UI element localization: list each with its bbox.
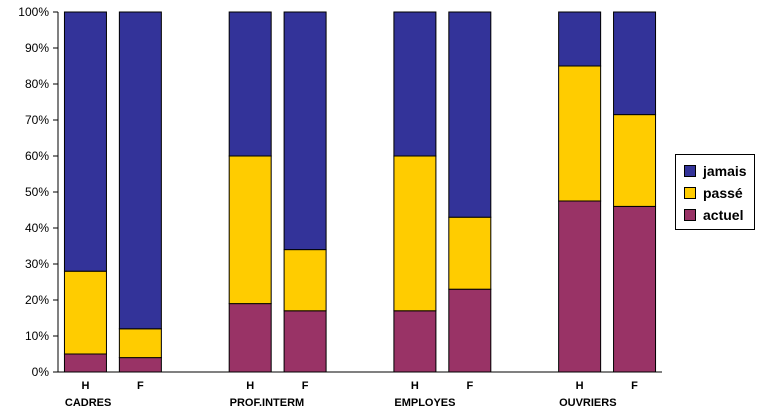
group-label: CADRES xyxy=(65,397,111,409)
y-tick-label: 10% xyxy=(25,329,49,343)
bar-segment-actuel xyxy=(613,205,657,373)
legend-label-passe: passé xyxy=(703,185,743,201)
y-tick-label: 0% xyxy=(32,365,50,379)
legend-item-passe: passé xyxy=(684,183,743,203)
bar-segment-jamais xyxy=(63,11,107,272)
legend-swatch-passe xyxy=(684,187,696,199)
bar-segment-jamais xyxy=(118,11,162,330)
axes xyxy=(57,12,662,373)
bar-segment-passe xyxy=(448,216,492,290)
y-axis-ticks: 0% 10% 20% 30% 40% 50% 60% 70% 80% 90% 100% xyxy=(18,5,58,379)
legend: jamais passé actuel xyxy=(675,154,755,230)
group-label: EMPLOYES xyxy=(394,397,455,409)
bar-label: H xyxy=(411,380,419,392)
bar-segment-actuel xyxy=(283,310,327,373)
bar-segment-jamais xyxy=(228,11,272,157)
legend-swatch-actuel xyxy=(684,209,696,221)
bar-segment-actuel xyxy=(118,357,162,373)
bar-segment-passe xyxy=(393,155,437,312)
bar-segment-jamais xyxy=(558,11,602,67)
bar-label: H xyxy=(246,380,254,392)
y-tick-label: 80% xyxy=(25,77,49,91)
bar-segment-passe xyxy=(283,249,327,312)
bar-label: F xyxy=(137,380,144,392)
y-tick-label: 90% xyxy=(25,41,49,55)
bar-segment-actuel xyxy=(393,310,437,373)
y-tick-label: 40% xyxy=(25,221,49,235)
bar-segment-passe xyxy=(613,114,657,207)
legend-item-jamais: jamais xyxy=(684,161,747,181)
bar-label: H xyxy=(81,380,89,392)
bar-label: F xyxy=(466,380,473,392)
legend-label-actuel: actuel xyxy=(703,207,744,223)
bar-segment-actuel xyxy=(63,353,107,373)
bar-segment-jamais xyxy=(283,11,327,251)
bar-segment-jamais xyxy=(613,11,657,116)
legend-label-jamais: jamais xyxy=(703,163,747,179)
bar-segment-actuel xyxy=(228,303,272,373)
group-label: PROF.INTERM xyxy=(230,397,305,409)
bar-segment-actuel xyxy=(448,288,492,373)
bar-segment-jamais xyxy=(448,11,492,218)
legend-swatch-jamais xyxy=(684,165,696,177)
bar-label: F xyxy=(302,380,309,392)
bar-label: F xyxy=(631,380,638,392)
y-tick-label: 20% xyxy=(25,293,49,307)
y-tick-label: 70% xyxy=(25,113,49,127)
bar-segment-actuel xyxy=(558,200,602,373)
bar-segment-passe xyxy=(228,155,272,305)
bar-segment-jamais xyxy=(393,11,437,157)
bar-segment-passe xyxy=(118,328,162,359)
y-tick-label: 30% xyxy=(25,257,49,271)
bar-segment-passe xyxy=(63,270,107,355)
bar-label: H xyxy=(576,380,584,392)
y-tick-label: 100% xyxy=(18,5,49,19)
y-tick-label: 60% xyxy=(25,149,49,163)
bar-segment-passe xyxy=(558,65,602,202)
group-label: OUVRIERS xyxy=(559,397,616,409)
bar-segments xyxy=(63,11,657,373)
y-tick-label: 50% xyxy=(25,185,49,199)
x-axis-labels: H F H F H F H F CADRES PROF.INTERM EMPLOYES OUVRIER… xyxy=(65,380,638,409)
legend-item-actuel: actuel xyxy=(684,205,743,225)
